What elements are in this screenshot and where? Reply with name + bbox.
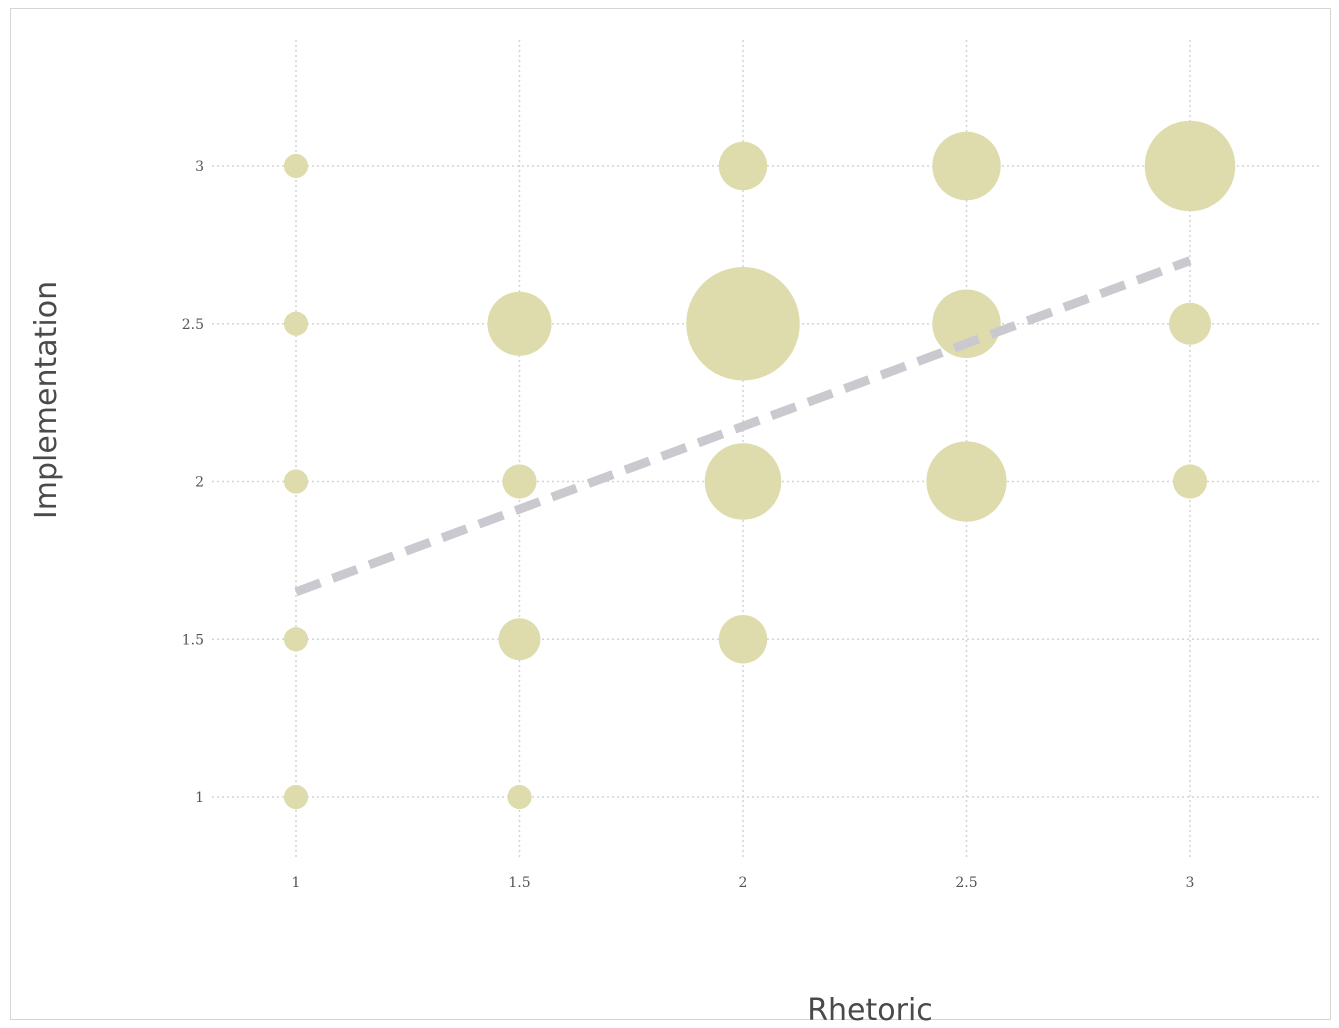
bubble-1 — [283, 627, 309, 652]
bubble-4 — [283, 153, 309, 179]
x-tick-label-0: 1 — [292, 875, 301, 891]
trend-line-group — [294, 256, 1192, 597]
bubble-10 — [704, 443, 782, 520]
x-tick-label-3: 2.5 — [955, 875, 977, 891]
y-ticks: 1 1.5 2 2.5 3 — [182, 159, 204, 806]
x-axis-title: Rhetoric — [807, 993, 933, 1028]
bubble-3 — [283, 311, 309, 336]
bubble-0 — [283, 784, 309, 810]
x-tick-label-1: 1.5 — [508, 875, 530, 891]
bubble-9 — [718, 615, 768, 664]
bubble-5 — [507, 784, 532, 810]
trend-line — [294, 256, 1192, 597]
x-ticks: 1 1.5 2 2.5 3 — [292, 875, 1195, 891]
bubble-2 — [283, 469, 309, 494]
bubble-15 — [932, 131, 1001, 201]
bubble-8 — [487, 291, 552, 356]
y-tick-label-4: 3 — [195, 159, 204, 175]
bubble-12 — [718, 141, 768, 191]
bubble-18 — [1144, 120, 1236, 212]
y-tick-label-0: 1 — [195, 790, 204, 806]
bubble-14 — [932, 289, 1001, 358]
bubble-16 — [1172, 464, 1208, 499]
y-tick-label-2: 2 — [195, 475, 204, 491]
bubbles — [283, 120, 1236, 810]
bubble-17 — [1169, 302, 1211, 345]
x-tick-label-2: 2 — [739, 875, 748, 891]
bubble-7 — [502, 464, 537, 499]
bubble-6 — [498, 618, 541, 661]
bubble-13 — [926, 441, 1007, 522]
y-tick-label-1: 1.5 — [182, 632, 204, 648]
y-tick-label-3: 2.5 — [182, 317, 204, 333]
bubble-11 — [686, 266, 800, 381]
y-axis-title: Implementation — [29, 281, 64, 519]
chart-frame — [10, 8, 1331, 1020]
x-tick-label-4: 3 — [1186, 875, 1195, 891]
